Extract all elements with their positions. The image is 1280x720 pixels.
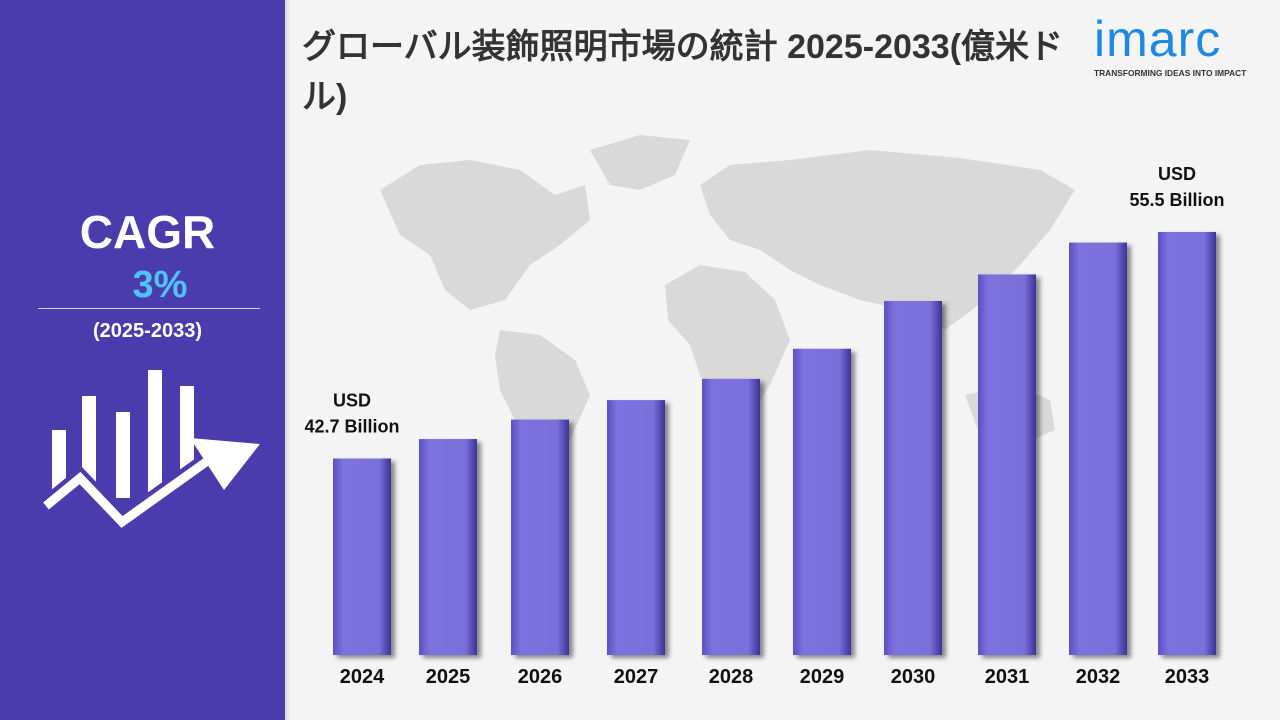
cagr-period: (2025-2033) — [93, 320, 202, 342]
bar-2030 — [884, 300, 942, 655]
growth-chart-icon — [40, 370, 260, 534]
x-tick-2026: 2026 — [518, 666, 563, 688]
x-tick-2029: 2029 — [800, 666, 845, 688]
annotation-2033-currency: USD — [1158, 164, 1196, 184]
sidebar-shadow — [285, 0, 291, 720]
bar-2024 — [333, 458, 391, 655]
logo-tagline: TRANSFORMING IDEAS INTO IMPACT — [1094, 68, 1247, 78]
x-axis-ticks: 2024 2025 2026 2027 2028 2029 2030 2031 2032 2033 — [340, 666, 1210, 688]
cagr-value: 3% — [132, 264, 188, 306]
annotation-2024-currency: USD — [333, 391, 371, 411]
x-tick-2024: 2024 — [340, 666, 385, 688]
x-tick-2032: 2032 — [1076, 666, 1121, 688]
bar-2031 — [978, 274, 1036, 655]
cagr-divider — [38, 308, 260, 309]
x-tick-2031: 2031 — [985, 666, 1030, 688]
annotation-2033-value: 55.5 Billion — [1129, 190, 1224, 210]
x-tick-2030: 2030 — [891, 666, 936, 688]
bar-annotations: USD 42.7 Billion USD 55.5 Billion — [304, 164, 1224, 437]
bar-series — [333, 231, 1216, 655]
imarc-logo: imarc TRANSFORMING IDEAS INTO IMPACT — [1094, 12, 1264, 78]
bar-2027 — [607, 400, 665, 655]
sidebar-panel — [0, 0, 285, 720]
bar-2028 — [702, 378, 760, 655]
x-tick-2027: 2027 — [614, 666, 659, 688]
annotation-2024-value: 42.7 Billion — [304, 417, 399, 437]
bar-2025 — [419, 439, 477, 655]
logo-wordmark: imarc — [1094, 11, 1222, 67]
cagr-label: CAGR — [79, 206, 216, 258]
bar-2029 — [793, 348, 851, 655]
x-tick-2033: 2033 — [1165, 666, 1210, 688]
bar-2032 — [1069, 242, 1127, 655]
bar-2033 — [1158, 231, 1216, 655]
bar-2026 — [511, 419, 569, 655]
x-tick-2028: 2028 — [709, 666, 754, 688]
chart-title: グローバル装飾照明市場の統計 2025-2033(億米ドル) — [302, 28, 1064, 116]
x-tick-2025: 2025 — [426, 666, 471, 688]
